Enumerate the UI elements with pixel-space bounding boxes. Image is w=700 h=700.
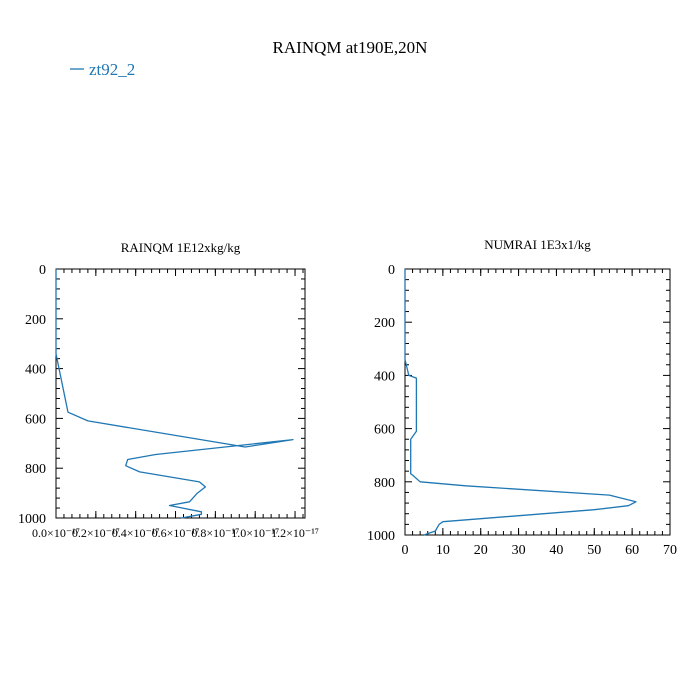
x-tick-label: 0 [402, 543, 409, 558]
y-tick-label: 800 [25, 462, 46, 477]
x-tick-label: 20 [474, 543, 488, 558]
figure-title: RAINQM at190E,20N [273, 38, 428, 57]
y-tick-label: 800 [374, 476, 395, 491]
y-tick-label: 600 [374, 423, 395, 438]
y-tick-label: 400 [25, 363, 46, 378]
y-tick-label: 200 [374, 316, 395, 331]
x-tick-label: 1.0×10⁻¹⁷ [231, 526, 279, 540]
y-tick-label: 600 [25, 412, 46, 427]
x-tick-label: 0.2×10⁻¹⁷ [72, 526, 120, 540]
x-tick-label: 60 [625, 543, 639, 558]
chart-title: RAINQM 1E12xkg/kg [121, 240, 241, 255]
y-tick-label: 200 [25, 313, 46, 328]
y-tick-label: 400 [374, 369, 395, 384]
y-tick-label: 0 [39, 263, 46, 278]
x-tick-label: 30 [512, 543, 526, 558]
chart-title: NUMRAI 1E3x1/kg [484, 237, 591, 252]
legend-label: zt92_2 [89, 60, 135, 79]
x-tick-label: 70 [663, 543, 677, 558]
plot-frame [404, 268, 671, 536]
x-tick-label: 0.4×10⁻¹⁷ [112, 526, 160, 540]
x-tick-label: 1.2×10⁻¹⁷ [271, 526, 319, 540]
x-tick-label: 0.8×10⁻¹⁷ [191, 526, 239, 540]
series-line-zt92_2 [404, 269, 637, 536]
x-tick-label: 0.6×10⁻¹⁷ [152, 526, 200, 540]
rainqm-chart: RAINQM 1E12xkg/kg 0 200 400 600 800 10000.0×10… [18, 240, 319, 540]
series-line-zt92_2 [55, 269, 294, 519]
x-tick-label: 10 [436, 543, 450, 558]
x-tick-label: 50 [587, 543, 601, 558]
x-tick-label: 0.0×10⁻¹⁷ [32, 526, 80, 540]
x-tick-label: 40 [549, 543, 563, 558]
plot-frame [55, 268, 306, 519]
y-tick-label: 0 [388, 263, 395, 278]
y-tick-label: 1000 [18, 512, 46, 527]
y-tick-label: 1000 [367, 529, 395, 544]
legend: zt92_2 [70, 60, 135, 79]
numrai-chart: NUMRAI 1E3x1/kg 0 200 400 600 800 1000 0 10 20 30 4… [367, 237, 677, 558]
